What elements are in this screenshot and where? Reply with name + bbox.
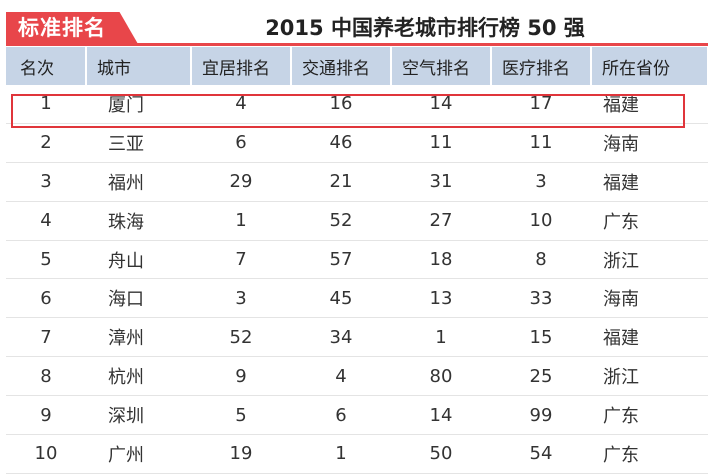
medical-cell: 3 xyxy=(491,162,591,202)
transport-cell: 57 xyxy=(291,240,391,280)
livability-cell: 4 xyxy=(191,85,291,124)
city-cell: 广州 xyxy=(86,434,191,474)
city-cell: 厦门 xyxy=(86,85,191,124)
rank-cell: 7 xyxy=(6,317,86,358)
medical-cell: 33 xyxy=(491,278,591,319)
air-cell: 50 xyxy=(391,434,491,474)
air-cell: 18 xyxy=(391,240,491,280)
rank-cell: 5 xyxy=(6,240,86,280)
province-cell: 海南 xyxy=(591,123,708,163)
medical-cell: 11 xyxy=(491,123,591,163)
rank-cell: 6 xyxy=(6,278,86,319)
city-cell: 三亚 xyxy=(86,123,191,163)
province-cell: 浙江 xyxy=(591,240,708,280)
air-cell: 14 xyxy=(391,85,491,124)
livability-cell: 1 xyxy=(191,201,291,241)
page-header: 标准排名 2015 中国养老城市排行榜 50 强 xyxy=(0,0,713,50)
page-title: 2015 中国养老城市排行榜 50 强 xyxy=(265,16,585,40)
column-header-province[interactable]: 所在省份 xyxy=(591,47,709,85)
medical-cell: 8 xyxy=(491,240,591,280)
city-cell: 漳州 xyxy=(86,317,191,358)
medical-cell: 99 xyxy=(491,395,591,436)
transport-cell: 45 xyxy=(291,278,391,319)
column-header-medical[interactable]: 医疗排名 xyxy=(491,47,592,85)
transport-cell: 4 xyxy=(291,356,391,397)
medical-cell: 17 xyxy=(491,85,591,124)
transport-cell: 16 xyxy=(291,85,391,124)
column-header-livability[interactable]: 宜居排名 xyxy=(191,47,292,85)
livability-cell: 7 xyxy=(191,240,291,280)
ranking-table: 名次 城市 宜居排名 交通排名 空气排名 医疗排名 所在省份 1 厦门 4 16 14 1… xyxy=(6,47,709,474)
rank-cell: 10 xyxy=(6,434,86,474)
table-header-row: 名次 城市 宜居排名 交通排名 空气排名 医疗排名 所在省份 xyxy=(6,47,709,85)
province-cell: 海南 xyxy=(591,278,708,319)
column-header-transport[interactable]: 交通排名 xyxy=(291,47,392,85)
livability-cell: 29 xyxy=(191,162,291,202)
city-cell: 海口 xyxy=(86,278,191,319)
table-row[interactable]: 9 深圳 5 6 14 99 广东 xyxy=(6,395,708,436)
column-header-rank[interactable]: 名次 xyxy=(6,47,87,85)
rank-cell: 9 xyxy=(6,395,86,436)
column-header-air[interactable]: 空气排名 xyxy=(391,47,492,85)
livability-cell: 52 xyxy=(191,317,291,358)
rank-cell: 8 xyxy=(6,356,86,397)
air-cell: 1 xyxy=(391,317,491,358)
city-cell: 珠海 xyxy=(86,201,191,241)
rank-cell: 4 xyxy=(6,201,86,241)
table-row[interactable]: 7 漳州 52 34 1 15 福建 xyxy=(6,317,708,358)
province-cell: 福建 xyxy=(591,162,708,202)
medical-cell: 10 xyxy=(491,201,591,241)
transport-cell: 34 xyxy=(291,317,391,358)
table-row[interactable]: 6 海口 3 45 13 33 海南 xyxy=(6,278,708,319)
air-cell: 31 xyxy=(391,162,491,202)
air-cell: 27 xyxy=(391,201,491,241)
province-cell: 福建 xyxy=(591,317,708,358)
transport-cell: 46 xyxy=(291,123,391,163)
rank-cell: 2 xyxy=(6,123,86,163)
livability-cell: 9 xyxy=(191,356,291,397)
province-cell: 广东 xyxy=(591,434,708,474)
table-row[interactable]: 4 珠海 1 52 27 10 广东 xyxy=(6,201,708,241)
livability-cell: 3 xyxy=(191,278,291,319)
table-row[interactable]: 8 杭州 9 4 80 25 浙江 xyxy=(6,356,708,397)
table-row[interactable]: 10 广州 19 1 50 54 广东 xyxy=(6,434,708,474)
rank-cell: 3 xyxy=(6,162,86,202)
table-row[interactable]: 2 三亚 6 46 11 11 海南 xyxy=(6,123,708,163)
column-header-city[interactable]: 城市 xyxy=(86,47,192,85)
medical-cell: 15 xyxy=(491,317,591,358)
livability-cell: 6 xyxy=(191,123,291,163)
table-row[interactable]: 3 福州 29 21 31 3 福建 xyxy=(6,162,708,202)
city-cell: 深圳 xyxy=(86,395,191,436)
city-cell: 舟山 xyxy=(86,240,191,280)
province-cell: 浙江 xyxy=(591,356,708,397)
medical-cell: 54 xyxy=(491,434,591,474)
livability-cell: 5 xyxy=(191,395,291,436)
province-cell: 福建 xyxy=(591,85,708,124)
livability-cell: 19 xyxy=(191,434,291,474)
city-cell: 杭州 xyxy=(86,356,191,397)
air-cell: 14 xyxy=(391,395,491,436)
ranking-badge: 标准排名 xyxy=(6,12,138,44)
medical-cell: 25 xyxy=(491,356,591,397)
air-cell: 80 xyxy=(391,356,491,397)
transport-cell: 21 xyxy=(291,162,391,202)
header-divider xyxy=(6,43,708,46)
city-cell: 福州 xyxy=(86,162,191,202)
transport-cell: 1 xyxy=(291,434,391,474)
table-row[interactable]: 1 厦门 4 16 14 17 福建 xyxy=(6,85,708,124)
province-cell: 广东 xyxy=(591,201,708,241)
province-cell: 广东 xyxy=(591,395,708,436)
transport-cell: 52 xyxy=(291,201,391,241)
table-row[interactable]: 5 舟山 7 57 18 8 浙江 xyxy=(6,240,708,280)
rank-cell: 1 xyxy=(6,85,86,124)
air-cell: 11 xyxy=(391,123,491,163)
transport-cell: 6 xyxy=(291,395,391,436)
air-cell: 13 xyxy=(391,278,491,319)
